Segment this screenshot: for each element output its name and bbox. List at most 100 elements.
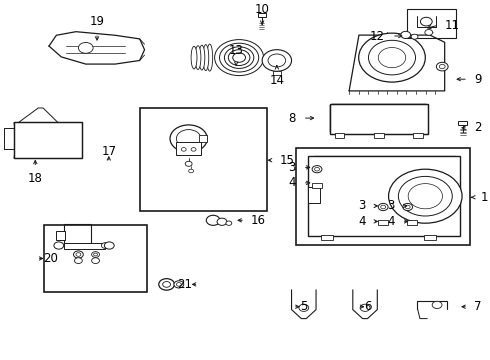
Ellipse shape bbox=[203, 45, 209, 71]
Text: 14: 14 bbox=[270, 74, 284, 87]
Bar bbox=[14, 122, 82, 158]
Circle shape bbox=[185, 161, 192, 166]
Bar bbox=[308, 156, 460, 236]
Polygon shape bbox=[353, 290, 377, 319]
Circle shape bbox=[315, 167, 319, 171]
Bar bbox=[273, 71, 281, 75]
Circle shape bbox=[176, 283, 181, 286]
Bar bbox=[330, 104, 428, 134]
Circle shape bbox=[74, 258, 82, 264]
Circle shape bbox=[206, 215, 220, 225]
Polygon shape bbox=[417, 301, 447, 309]
Text: 3: 3 bbox=[289, 161, 296, 174]
Text: 10: 10 bbox=[255, 3, 270, 16]
Bar bbox=[296, 148, 470, 245]
Bar bbox=[199, 135, 207, 142]
Bar bbox=[56, 231, 65, 240]
Text: 7: 7 bbox=[474, 300, 481, 313]
Circle shape bbox=[299, 304, 309, 311]
Circle shape bbox=[101, 243, 109, 248]
Circle shape bbox=[159, 279, 174, 290]
Text: 2: 2 bbox=[474, 121, 481, 134]
Circle shape bbox=[440, 64, 445, 69]
Circle shape bbox=[436, 62, 448, 71]
Circle shape bbox=[420, 17, 432, 26]
Bar bbox=[258, 13, 266, 17]
Circle shape bbox=[54, 242, 64, 249]
Bar bbox=[44, 225, 147, 292]
Bar bbox=[330, 104, 428, 134]
Text: 17: 17 bbox=[101, 145, 116, 158]
Bar bbox=[140, 108, 267, 211]
Bar bbox=[458, 121, 467, 125]
Circle shape bbox=[411, 34, 418, 39]
Circle shape bbox=[226, 221, 232, 225]
Circle shape bbox=[174, 281, 184, 288]
Circle shape bbox=[170, 125, 207, 152]
Circle shape bbox=[405, 205, 410, 209]
Text: 13: 13 bbox=[229, 44, 244, 57]
Circle shape bbox=[191, 148, 196, 151]
Circle shape bbox=[92, 258, 99, 264]
Text: 8: 8 bbox=[289, 112, 296, 125]
Ellipse shape bbox=[191, 46, 197, 69]
Text: 21: 21 bbox=[177, 278, 193, 291]
Circle shape bbox=[78, 42, 93, 53]
Bar bbox=[321, 235, 333, 240]
Polygon shape bbox=[292, 290, 316, 319]
Circle shape bbox=[74, 251, 83, 258]
Circle shape bbox=[401, 31, 411, 39]
Circle shape bbox=[94, 253, 98, 256]
Bar bbox=[14, 122, 82, 158]
Text: 20: 20 bbox=[44, 252, 58, 265]
Text: 4: 4 bbox=[388, 215, 395, 228]
Text: 3: 3 bbox=[358, 199, 366, 212]
Bar bbox=[413, 133, 423, 138]
Polygon shape bbox=[49, 32, 145, 64]
Circle shape bbox=[76, 253, 81, 256]
Circle shape bbox=[217, 218, 227, 225]
Circle shape bbox=[425, 30, 433, 35]
Text: 4: 4 bbox=[358, 215, 366, 228]
Ellipse shape bbox=[199, 45, 205, 70]
Text: 19: 19 bbox=[90, 15, 104, 28]
Circle shape bbox=[359, 33, 425, 82]
Bar bbox=[424, 235, 436, 240]
Circle shape bbox=[92, 252, 99, 257]
Text: 1: 1 bbox=[480, 191, 488, 204]
Circle shape bbox=[381, 205, 386, 209]
Text: 6: 6 bbox=[365, 300, 372, 313]
Bar bbox=[407, 220, 416, 225]
Circle shape bbox=[403, 203, 413, 211]
Circle shape bbox=[189, 169, 194, 173]
Circle shape bbox=[181, 148, 186, 151]
Circle shape bbox=[378, 203, 388, 211]
Circle shape bbox=[104, 242, 114, 249]
Text: 11: 11 bbox=[444, 19, 460, 32]
Circle shape bbox=[360, 304, 370, 311]
Bar bbox=[64, 224, 91, 244]
Circle shape bbox=[389, 169, 462, 223]
Bar bbox=[374, 133, 384, 138]
Bar bbox=[64, 243, 105, 249]
Text: 16: 16 bbox=[251, 214, 266, 227]
Text: 15: 15 bbox=[279, 154, 294, 167]
Text: 3: 3 bbox=[388, 199, 395, 212]
Ellipse shape bbox=[207, 44, 213, 71]
Bar bbox=[378, 220, 388, 225]
Text: 9: 9 bbox=[474, 73, 481, 86]
Polygon shape bbox=[349, 35, 445, 91]
Text: 5: 5 bbox=[300, 300, 307, 313]
Text: 12: 12 bbox=[370, 30, 385, 42]
Circle shape bbox=[312, 166, 322, 173]
Bar bbox=[335, 133, 344, 138]
Bar bbox=[407, 9, 456, 38]
Bar bbox=[308, 187, 320, 203]
Circle shape bbox=[432, 301, 442, 309]
Text: 18: 18 bbox=[28, 172, 43, 185]
Ellipse shape bbox=[195, 46, 201, 69]
Circle shape bbox=[262, 50, 292, 71]
Bar bbox=[176, 142, 201, 155]
Polygon shape bbox=[4, 129, 14, 149]
Bar bbox=[312, 183, 322, 188]
